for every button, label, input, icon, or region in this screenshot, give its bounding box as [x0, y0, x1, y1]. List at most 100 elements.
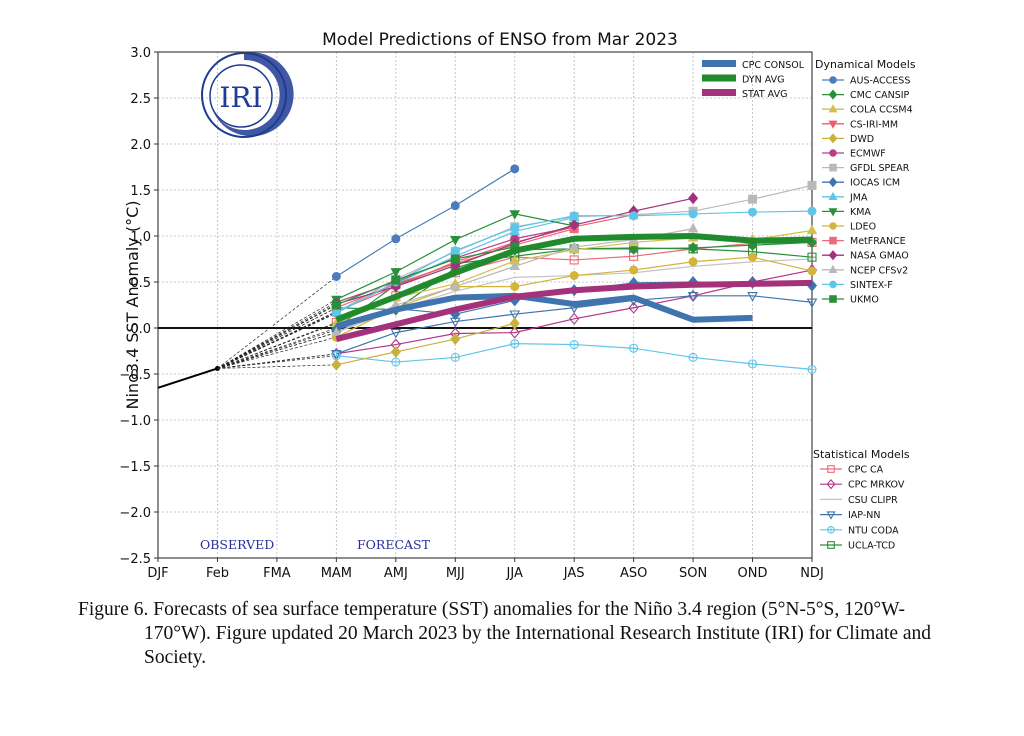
legend-marker — [829, 163, 837, 172]
legend-label: AUS-ACCESS — [850, 76, 910, 87]
data-point — [390, 268, 402, 278]
data-point — [688, 257, 698, 267]
plot-frame — [157, 51, 813, 559]
caption-text: Figure 6. Forecasts of sea surface tempe… — [78, 599, 932, 668]
data-point — [688, 192, 699, 205]
legend-marker — [828, 250, 838, 261]
data-point — [687, 222, 699, 233]
legend-label: MetFRANCE — [850, 236, 906, 247]
data-point — [509, 326, 520, 339]
legend-label: NCEP CFSv2 — [850, 265, 908, 276]
x-tick-label: MAM — [321, 566, 352, 581]
legend-label: COLA CCSM4 — [850, 105, 913, 116]
legend-title: Dynamical Models — [815, 58, 916, 71]
x-tick-label: JJA — [506, 566, 523, 581]
x-tick-label: FMA — [263, 566, 291, 581]
data-point — [569, 211, 579, 221]
x-tick-label: JAS — [563, 566, 585, 581]
data-point — [748, 194, 758, 204]
legend-label: LDEO — [850, 222, 876, 233]
enso-chart: Model Predictions of ENSO from Mar 2023 … — [119, 30, 916, 581]
figure-caption: Figure 6. Forecasts of sea surface tempe… — [78, 598, 958, 670]
x-tick-label: NDJ — [800, 566, 824, 581]
data-point — [807, 180, 817, 190]
data-point — [450, 254, 460, 264]
legend-marker — [829, 76, 837, 84]
y-tick-label: 2.0 — [130, 138, 151, 153]
series-line — [336, 168, 516, 277]
series-line — [336, 322, 515, 366]
series-aus-access — [331, 164, 520, 281]
data-point — [688, 209, 698, 219]
legend-label: CPC MRKOV — [848, 480, 905, 491]
connector-line — [217, 304, 337, 369]
legend-label: DWD — [850, 134, 874, 145]
iri-logo: IRI — [201, 52, 294, 138]
legend-marker — [828, 208, 838, 217]
series-ukmo — [331, 242, 520, 310]
connector-line — [217, 311, 337, 369]
x-tick-label: ASO — [620, 566, 647, 581]
data-point — [450, 280, 461, 291]
legend-label: NASA GMAO — [850, 251, 909, 262]
statistical-legend: Statistical Models CPC CA CPC MRKOV CSU CLI… — [813, 448, 910, 552]
summary-line-cpc-consol — [335, 292, 753, 330]
data-point — [628, 301, 639, 314]
legend-marker — [828, 177, 838, 188]
data-point — [747, 292, 758, 302]
legend-marker — [829, 236, 837, 245]
summary-line-stat-avg — [335, 279, 813, 342]
connector-line — [217, 322, 337, 369]
x-tick-label: Feb — [206, 566, 229, 581]
y-tick-label: −1.0 — [119, 414, 151, 429]
data-point — [748, 252, 758, 262]
legend-swatch — [702, 89, 736, 96]
legend-marker — [828, 89, 838, 100]
x-tick-label: OND — [738, 566, 768, 581]
legend-label: UKMO — [850, 295, 879, 306]
legend-label: JMA — [849, 192, 868, 203]
data-point — [628, 242, 639, 255]
y-tick-label: 2.5 — [130, 92, 151, 107]
forecast-annotation: FORECAST — [357, 537, 431, 552]
legend-marker — [828, 264, 838, 273]
x-tick-label: SON — [679, 566, 707, 581]
legend-swatch — [702, 74, 736, 82]
y-tick-label: 3.0 — [130, 46, 151, 61]
legend-marker — [829, 149, 837, 157]
legend-label: CS-IRI-MM — [850, 119, 898, 130]
data-point — [687, 292, 699, 302]
data-point — [509, 310, 521, 321]
legend-label: SINTEX-F — [850, 280, 893, 291]
data-point — [510, 223, 520, 233]
data-point — [806, 298, 818, 309]
y-axis-label: Nino3.4 SST Anomaly (°C) — [123, 201, 142, 410]
legend-marker — [826, 511, 836, 520]
logo-text: IRI — [219, 81, 262, 114]
y-tick-label: 0.5 — [130, 276, 151, 291]
legend-label: CSU CLIPR — [848, 495, 898, 506]
data-point — [806, 224, 818, 235]
data-point — [510, 282, 520, 292]
data-point — [510, 164, 520, 174]
data-point — [331, 350, 342, 360]
data-point — [390, 328, 402, 339]
legend-marker — [829, 222, 837, 230]
data-point — [807, 266, 817, 276]
legend-marker — [828, 120, 838, 129]
data-point — [569, 218, 580, 231]
data-point — [748, 207, 758, 217]
connector-line — [217, 307, 337, 369]
data-point — [390, 345, 401, 358]
data-point — [450, 246, 460, 256]
summary-line-dyn-avg — [335, 233, 813, 323]
connector-line — [217, 299, 337, 369]
data-point — [509, 317, 520, 330]
data-point — [450, 201, 460, 211]
legend-swatch — [702, 60, 736, 67]
observed-line — [157, 367, 218, 389]
series-layer — [157, 164, 818, 389]
legend-marker — [828, 191, 838, 200]
x-tick-label: MJJ — [446, 566, 465, 581]
y-tick-label: −0.5 — [119, 368, 151, 383]
